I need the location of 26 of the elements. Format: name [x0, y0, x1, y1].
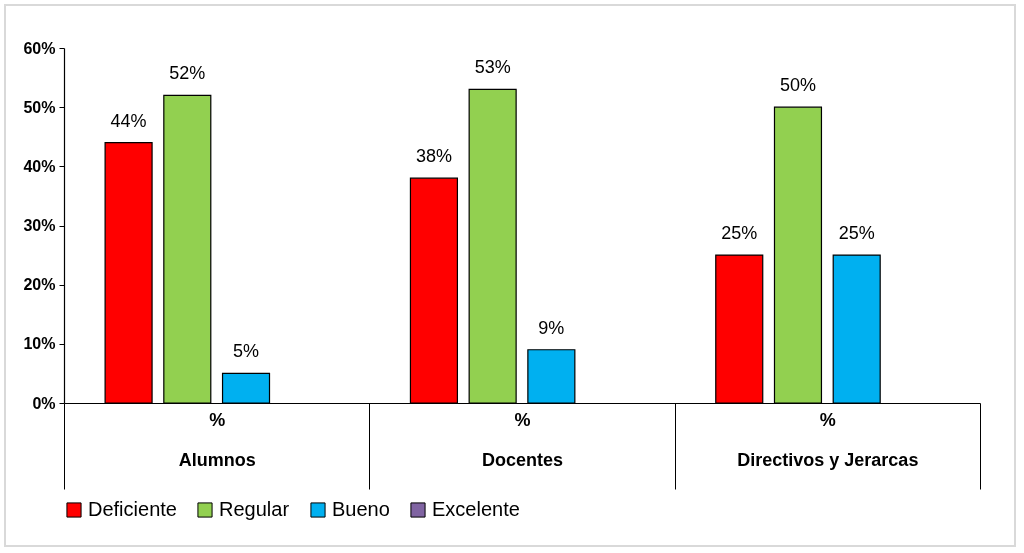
legend-label: Regular: [219, 498, 290, 520]
y-tick-label: 40%: [23, 157, 56, 175]
data-label: 38%: [415, 146, 452, 167]
data-label: 50%: [779, 75, 816, 96]
x-tick-label: Docentes: [481, 449, 564, 470]
y-tick-label: 0%: [32, 394, 56, 412]
text: %: [514, 409, 531, 430]
data-label: 53%: [474, 57, 511, 78]
data-label: 52%: [169, 63, 206, 84]
x-tick-label: Alumnos: [178, 449, 256, 470]
data-label: 9%: [538, 317, 565, 338]
legend-label: Bueno: [332, 498, 390, 520]
text: %: [209, 409, 226, 430]
x-tick-label: Directivos y Jerarcas: [737, 449, 919, 470]
data-label: 25%: [838, 223, 875, 244]
y-tick-label: 50%: [23, 98, 56, 116]
y-tick-label: 60%: [23, 39, 56, 57]
y-tick-label: 30%: [23, 217, 56, 234]
legend-label: Excelente: [432, 498, 520, 520]
y-tick-label: 20%: [23, 276, 56, 294]
data-label: 5%: [233, 341, 260, 362]
data-label: 25%: [721, 223, 758, 244]
data-label: 44%: [110, 110, 147, 131]
legend-label: Deficiente: [88, 498, 177, 520]
text: %: [819, 409, 836, 430]
y-tick-label: 10%: [23, 335, 56, 353]
